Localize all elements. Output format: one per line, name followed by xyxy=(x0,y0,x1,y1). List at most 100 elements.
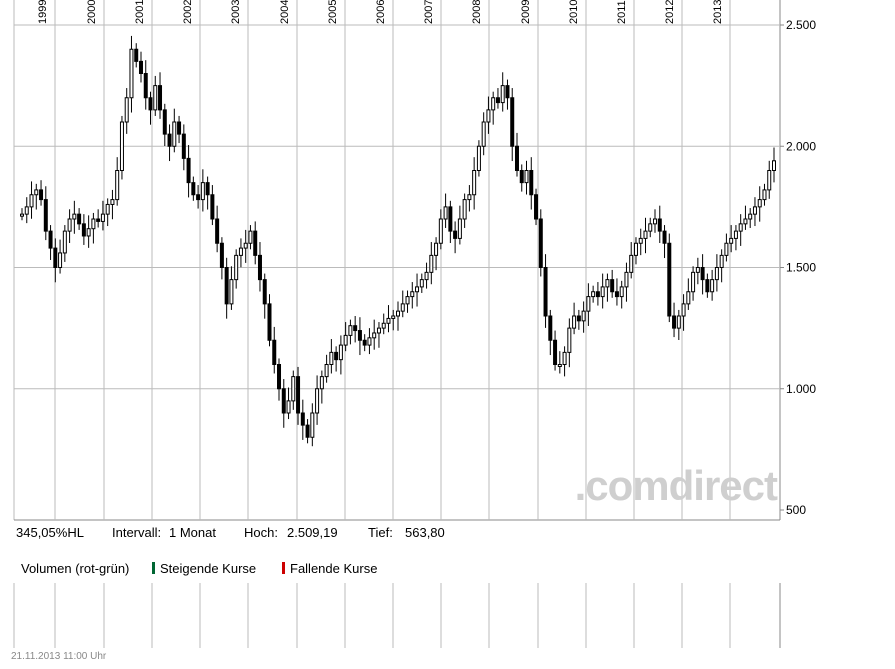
candle-body-rising xyxy=(605,279,610,288)
y-tick-label: 1.000 xyxy=(786,382,816,396)
candle-body-rising xyxy=(396,310,400,317)
falling-color-swatch xyxy=(282,562,285,574)
candle xyxy=(58,239,63,274)
candle xyxy=(476,140,481,177)
candle xyxy=(738,214,743,246)
candle xyxy=(143,60,148,110)
candle-body-falling xyxy=(191,182,196,196)
candle xyxy=(638,228,643,256)
candle xyxy=(405,290,410,313)
candle xyxy=(181,124,186,171)
candle-body-rising xyxy=(486,109,491,123)
candle-body-falling xyxy=(39,189,44,201)
candle-body-rising xyxy=(424,271,429,281)
year-label: 2004 xyxy=(279,0,291,24)
year-label: 2006 xyxy=(375,0,387,24)
candle xyxy=(429,242,434,285)
candle-body-falling xyxy=(177,121,182,135)
candle-body-rising xyxy=(467,194,472,201)
candle xyxy=(219,237,224,280)
candle-body-rising xyxy=(719,254,724,268)
candle-body-rising xyxy=(757,199,762,208)
candle xyxy=(534,188,539,226)
rising-legend-label: Steigende Kurse xyxy=(160,561,257,576)
candle xyxy=(353,316,358,343)
candle-body-rising xyxy=(729,237,734,244)
candle-body-falling xyxy=(48,230,53,249)
candle xyxy=(338,335,343,375)
y-tick-label: 1.500 xyxy=(786,261,816,275)
candle-body-rising xyxy=(234,254,239,281)
candle xyxy=(448,200,453,244)
candle-body-rising xyxy=(629,254,634,273)
candle xyxy=(215,205,220,253)
candle-body-falling xyxy=(614,291,619,298)
year-label: 2011 xyxy=(616,0,628,24)
candle-body-falling xyxy=(215,218,220,244)
candle xyxy=(138,51,143,83)
candle-body-falling xyxy=(548,315,553,341)
candle-body-rising xyxy=(124,97,129,123)
candle xyxy=(619,280,624,309)
candle xyxy=(77,208,82,230)
year-label: 2008 xyxy=(471,0,483,24)
candle-body-rising xyxy=(738,223,743,232)
candle xyxy=(86,215,91,248)
candle xyxy=(396,301,400,331)
low-value: 563,80 xyxy=(405,525,445,540)
candle xyxy=(410,282,415,309)
candle xyxy=(524,160,529,195)
comdirect-watermark: .comdirect xyxy=(574,462,778,509)
candle-body-rising xyxy=(434,242,439,256)
candle xyxy=(562,346,567,377)
candle-body-falling xyxy=(505,85,510,99)
candle-body-falling xyxy=(267,303,272,341)
candle-body-falling xyxy=(448,206,453,232)
interval-value: 1 Monat xyxy=(169,525,216,540)
candle xyxy=(210,185,215,226)
candle xyxy=(505,79,510,110)
year-label: 1999 xyxy=(37,0,49,24)
candle-body-falling xyxy=(296,376,301,414)
candle-body-rising xyxy=(643,230,648,239)
candle-body-rising xyxy=(105,203,110,215)
candle-body-falling xyxy=(162,109,167,135)
candle-body-rising xyxy=(405,296,410,305)
candle-body-rising xyxy=(462,199,467,220)
candle xyxy=(705,273,710,298)
candle xyxy=(105,198,110,227)
candle xyxy=(500,72,505,112)
candle-body-rising xyxy=(348,325,353,336)
candle-body-rising xyxy=(733,230,738,239)
candle-body-falling xyxy=(96,218,101,222)
candle-body-falling xyxy=(700,267,705,281)
candle xyxy=(624,262,629,302)
candle xyxy=(495,88,500,109)
candle xyxy=(724,233,729,262)
candle-body-falling xyxy=(334,351,339,361)
candle xyxy=(415,273,420,307)
candle xyxy=(591,285,596,303)
candle-body-rising xyxy=(500,85,505,104)
candle-body-falling xyxy=(305,424,310,438)
candle-body-falling xyxy=(205,182,210,196)
candle-body-rising xyxy=(200,182,205,201)
candle-body-rising xyxy=(129,48,134,99)
candle xyxy=(367,328,372,355)
candle xyxy=(319,370,324,404)
candle-body-rising xyxy=(24,206,29,215)
candle xyxy=(196,185,201,209)
candle-body-falling xyxy=(277,364,282,390)
candle-body-rising xyxy=(115,170,120,201)
candle xyxy=(462,193,467,228)
candle xyxy=(529,157,534,210)
candle xyxy=(386,305,391,333)
candle-body-falling xyxy=(167,133,172,147)
candle xyxy=(424,262,429,289)
candle-body-rising xyxy=(376,327,381,334)
low-label: Tief: xyxy=(368,525,393,540)
candle-body-rising xyxy=(372,332,377,339)
candle xyxy=(29,181,34,219)
candle-body-rising xyxy=(415,286,420,293)
